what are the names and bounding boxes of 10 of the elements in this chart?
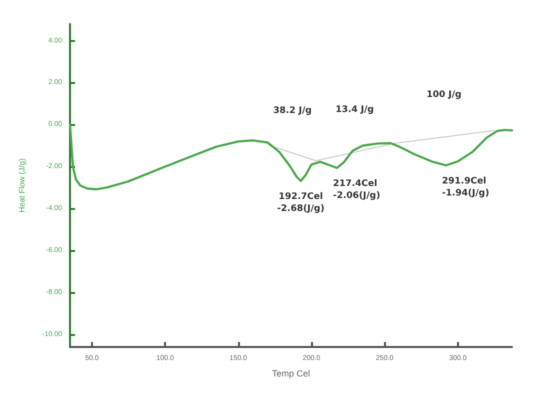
annotation: 192.7Cel -2.68(J/g) xyxy=(277,192,324,214)
x-axis-title: Temp Cel xyxy=(272,368,310,378)
annotation: 38.2 J/g xyxy=(273,106,312,116)
annotation: 13.4 J/g xyxy=(335,105,374,116)
line-series xyxy=(268,130,495,162)
annotation: 217.4Cel -2.06(J/g) xyxy=(332,178,380,201)
annotation: 100 J/g xyxy=(426,90,462,100)
annotation: 291.9Cel -1.94(J/g) xyxy=(442,176,490,198)
y-axis-title: Heat Flow (J/g) xyxy=(18,158,26,213)
line-series xyxy=(68,124,514,190)
